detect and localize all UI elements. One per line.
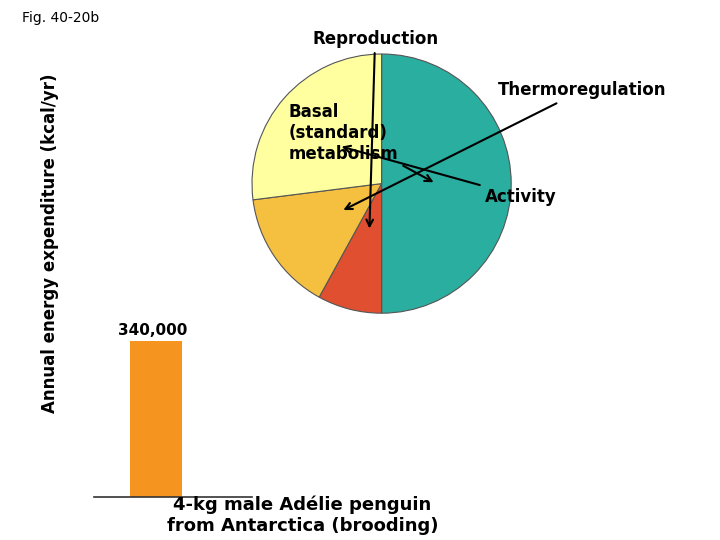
Text: Basal
(standard)
metabolism: Basal (standard) metabolism: [288, 103, 431, 181]
Text: Activity: Activity: [343, 146, 557, 206]
Text: Fig. 40-20b: Fig. 40-20b: [22, 11, 99, 25]
Wedge shape: [382, 54, 511, 313]
Text: Annual energy expenditure (kcal/yr): Annual energy expenditure (kcal/yr): [41, 73, 60, 413]
Text: 4-kg male Adélie penguin
from Antarctica (brooding): 4-kg male Adélie penguin from Antarctica…: [166, 495, 438, 535]
Wedge shape: [253, 184, 382, 297]
Wedge shape: [252, 54, 382, 200]
Text: 340,000: 340,000: [117, 323, 187, 338]
Text: Thermoregulation: Thermoregulation: [346, 82, 667, 209]
Wedge shape: [319, 184, 382, 313]
Text: Reproduction: Reproduction: [312, 30, 438, 226]
Bar: [130, 341, 182, 497]
